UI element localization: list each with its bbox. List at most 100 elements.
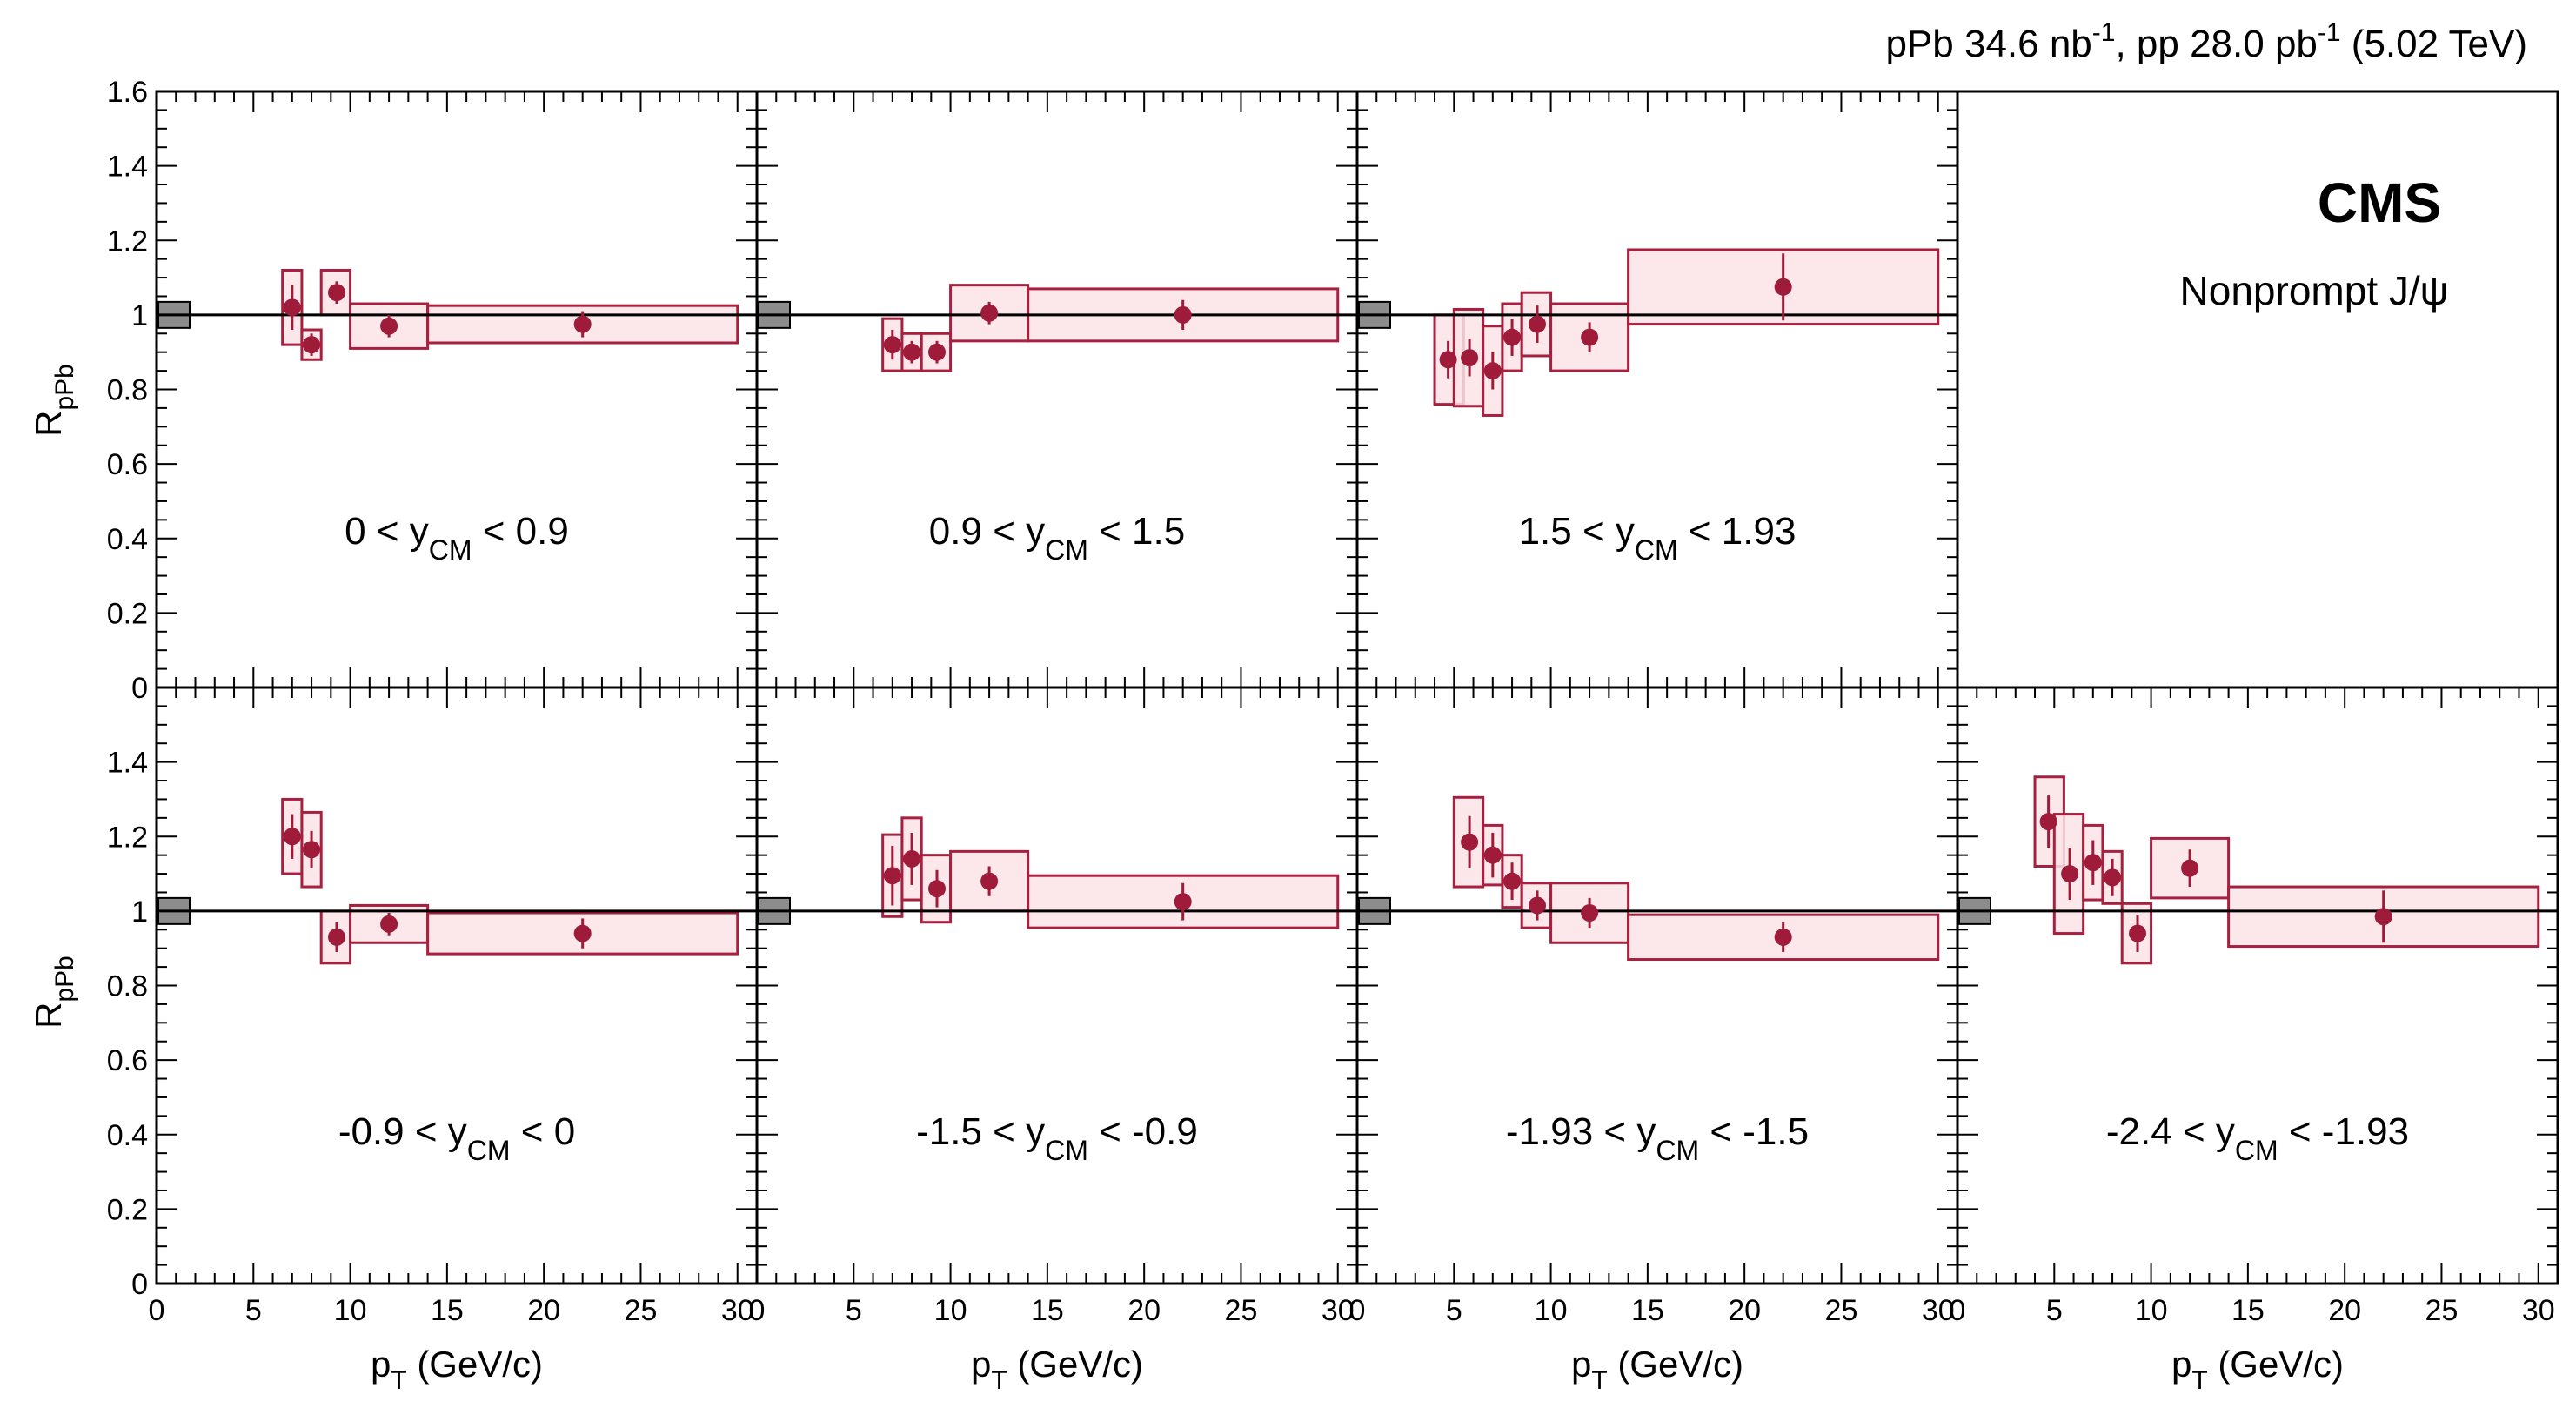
rapidity-bin-label: -0.9 < yCM < 0 bbox=[338, 1110, 575, 1166]
chart-subtitle: Nonprompt J/ψ bbox=[2180, 268, 2449, 313]
x-axis-label: pT (GeV/c) bbox=[2171, 1344, 2344, 1395]
x-axis-label: pT (GeV/c) bbox=[971, 1344, 1143, 1395]
data-point bbox=[573, 924, 592, 942]
x-tick-label: 20 bbox=[527, 1294, 560, 1327]
x-axis-label-sub: T bbox=[1591, 1366, 1607, 1395]
data-point bbox=[2039, 813, 2057, 831]
data-point bbox=[1174, 893, 1192, 911]
rapidity-bin-label: 1.5 < yCM < 1.93 bbox=[1519, 510, 1797, 566]
data-point bbox=[883, 336, 901, 354]
rapidity-bin-label-lo: -2.4 < y bbox=[2106, 1110, 2235, 1153]
y-tick-label: 0.8 bbox=[107, 970, 148, 1003]
data-panel-3: -0.9 < yCM < 0 bbox=[156, 687, 758, 1284]
x-axis-label-main: p bbox=[971, 1344, 991, 1385]
x-tick-label: 25 bbox=[2425, 1294, 2459, 1327]
x-tick-label: 20 bbox=[2328, 1294, 2361, 1327]
x-axis-label: pT (GeV/c) bbox=[1571, 1344, 1743, 1395]
y-tick-label: 0.2 bbox=[107, 597, 148, 630]
data-point bbox=[1174, 305, 1192, 324]
rapidity-bin-label-sub: CM bbox=[467, 1135, 511, 1166]
y-tick-label: 1 bbox=[131, 895, 148, 929]
rapidity-bin-label-hi: < 0.9 bbox=[472, 510, 569, 553]
data-point bbox=[2104, 868, 2122, 887]
y-axis-label-main: R bbox=[28, 411, 69, 437]
x-axis-label: pT (GeV/c) bbox=[371, 1344, 543, 1395]
data-point bbox=[1529, 896, 1546, 915]
data-panel-1: 0.9 < yCM < 1.5 bbox=[756, 91, 1358, 688]
rapidity-bin-label: -1.93 < yCM < -1.5 bbox=[1506, 1110, 1809, 1166]
rapidity-bin-label-lo: -1.5 < y bbox=[916, 1110, 1045, 1153]
data-point bbox=[903, 343, 921, 361]
data-point bbox=[1774, 278, 1792, 296]
rapidity-bin-label-lo: 0.9 < y bbox=[929, 510, 1045, 553]
rapidity-bin-label-lo: -1.93 < y bbox=[1506, 1110, 1656, 1153]
x-tick-label: 5 bbox=[245, 1294, 262, 1327]
rapidity-bin-label: 0 < yCM < 0.9 bbox=[345, 510, 569, 566]
data-point bbox=[1461, 349, 1479, 367]
rapidity-bin-label-hi: < -0.9 bbox=[1088, 1110, 1198, 1153]
data-point bbox=[380, 317, 398, 335]
data-panel-0: 0 < yCM < 0.9 bbox=[156, 91, 758, 688]
data-point bbox=[303, 336, 321, 354]
x-tick-label: 30 bbox=[1922, 1294, 1955, 1327]
x-tick-label: 5 bbox=[846, 1294, 862, 1327]
x-tick-label: 15 bbox=[2231, 1294, 2265, 1327]
x-tick-label: 15 bbox=[431, 1294, 464, 1327]
y-tick-label: 0.8 bbox=[107, 374, 148, 407]
x-tick-label: 15 bbox=[1031, 1294, 1064, 1327]
x-tick-label: 30 bbox=[1321, 1294, 1355, 1327]
x-tick-label: 25 bbox=[625, 1294, 658, 1327]
y-tick-label: 0.6 bbox=[107, 448, 148, 481]
y-tick-label: 0 bbox=[131, 1268, 148, 1301]
x-tick-label: 25 bbox=[1825, 1294, 1858, 1327]
data-point bbox=[1503, 872, 1522, 890]
data-point bbox=[283, 828, 301, 846]
x-axis-label-sub: T bbox=[991, 1366, 1007, 1395]
x-axis-label-sub: T bbox=[391, 1366, 406, 1395]
data-point bbox=[2181, 859, 2199, 877]
rapidity-bin-label: -1.5 < yCM < -0.9 bbox=[916, 1110, 1198, 1166]
x-axis-label-main: p bbox=[371, 1344, 391, 1385]
data-point bbox=[283, 298, 301, 317]
y-tick-label: 0.4 bbox=[107, 1119, 148, 1152]
x-tick-label: 0 bbox=[749, 1294, 766, 1327]
x-axis-label-sub: T bbox=[2191, 1366, 2207, 1395]
data-point bbox=[1529, 315, 1546, 333]
data-point bbox=[928, 880, 946, 898]
data-panel-4: -1.5 < yCM < -0.9 bbox=[756, 687, 1358, 1284]
data-point bbox=[1439, 351, 1457, 369]
rapidity-bin-label-hi: < -1.93 bbox=[2278, 1110, 2409, 1153]
data-point bbox=[1483, 362, 1502, 380]
rapidity-bin-label-sub: CM bbox=[429, 534, 472, 566]
x-axis-label-rest: (GeV/c) bbox=[1608, 1344, 1743, 1385]
data-point bbox=[2129, 924, 2146, 942]
data-point bbox=[1461, 833, 1479, 851]
data-point bbox=[903, 849, 921, 868]
data-point bbox=[2084, 854, 2102, 872]
x-tick-label: 5 bbox=[1446, 1294, 1462, 1327]
rapidity-bin-label-sub: CM bbox=[1635, 534, 1678, 566]
x-tick-label: 10 bbox=[1535, 1294, 1568, 1327]
y-axis-label-main: R bbox=[28, 1003, 69, 1029]
y-axis-label: RpPb bbox=[28, 364, 79, 437]
rapidity-bin-label-sub: CM bbox=[2235, 1135, 2278, 1166]
data-point bbox=[1503, 328, 1522, 346]
rapidity-bin-label: 0.9 < yCM < 1.5 bbox=[929, 510, 1185, 566]
y-tick-label: 1.4 bbox=[107, 747, 148, 780]
rapidity-bin-label: -2.4 < yCM < -1.93 bbox=[2106, 1110, 2409, 1166]
figure-header: pPb 34.6 nb-1, pp 28.0 pb-1 (5.02 TeV) bbox=[1885, 18, 2527, 65]
panels-layer: 0 0.2 0.4 0.6 0.8 1 1.2 1.4 1.6 RpPb 0 0.2 0.4 0.6 0.8… bbox=[28, 76, 2559, 1395]
y-tick-label: 1.2 bbox=[107, 225, 148, 258]
y-tick-label: 1.6 bbox=[107, 76, 148, 109]
data-panel-2: 1.5 < yCM < 1.93 bbox=[1356, 91, 1958, 688]
rapidity-bin-label-hi: < 1.5 bbox=[1088, 510, 1185, 553]
x-tick-label: 30 bbox=[2522, 1294, 2555, 1327]
rapidity-bin-label-lo: -0.9 < y bbox=[338, 1110, 467, 1153]
data-point bbox=[1581, 904, 1599, 922]
rapidity-bin-label-sub: CM bbox=[1045, 534, 1088, 566]
data-point bbox=[380, 915, 398, 933]
x-axis-label-rest: (GeV/c) bbox=[1007, 1344, 1143, 1385]
y-tick-label: 0 bbox=[131, 672, 148, 705]
y-tick-label: 0.4 bbox=[107, 523, 148, 556]
